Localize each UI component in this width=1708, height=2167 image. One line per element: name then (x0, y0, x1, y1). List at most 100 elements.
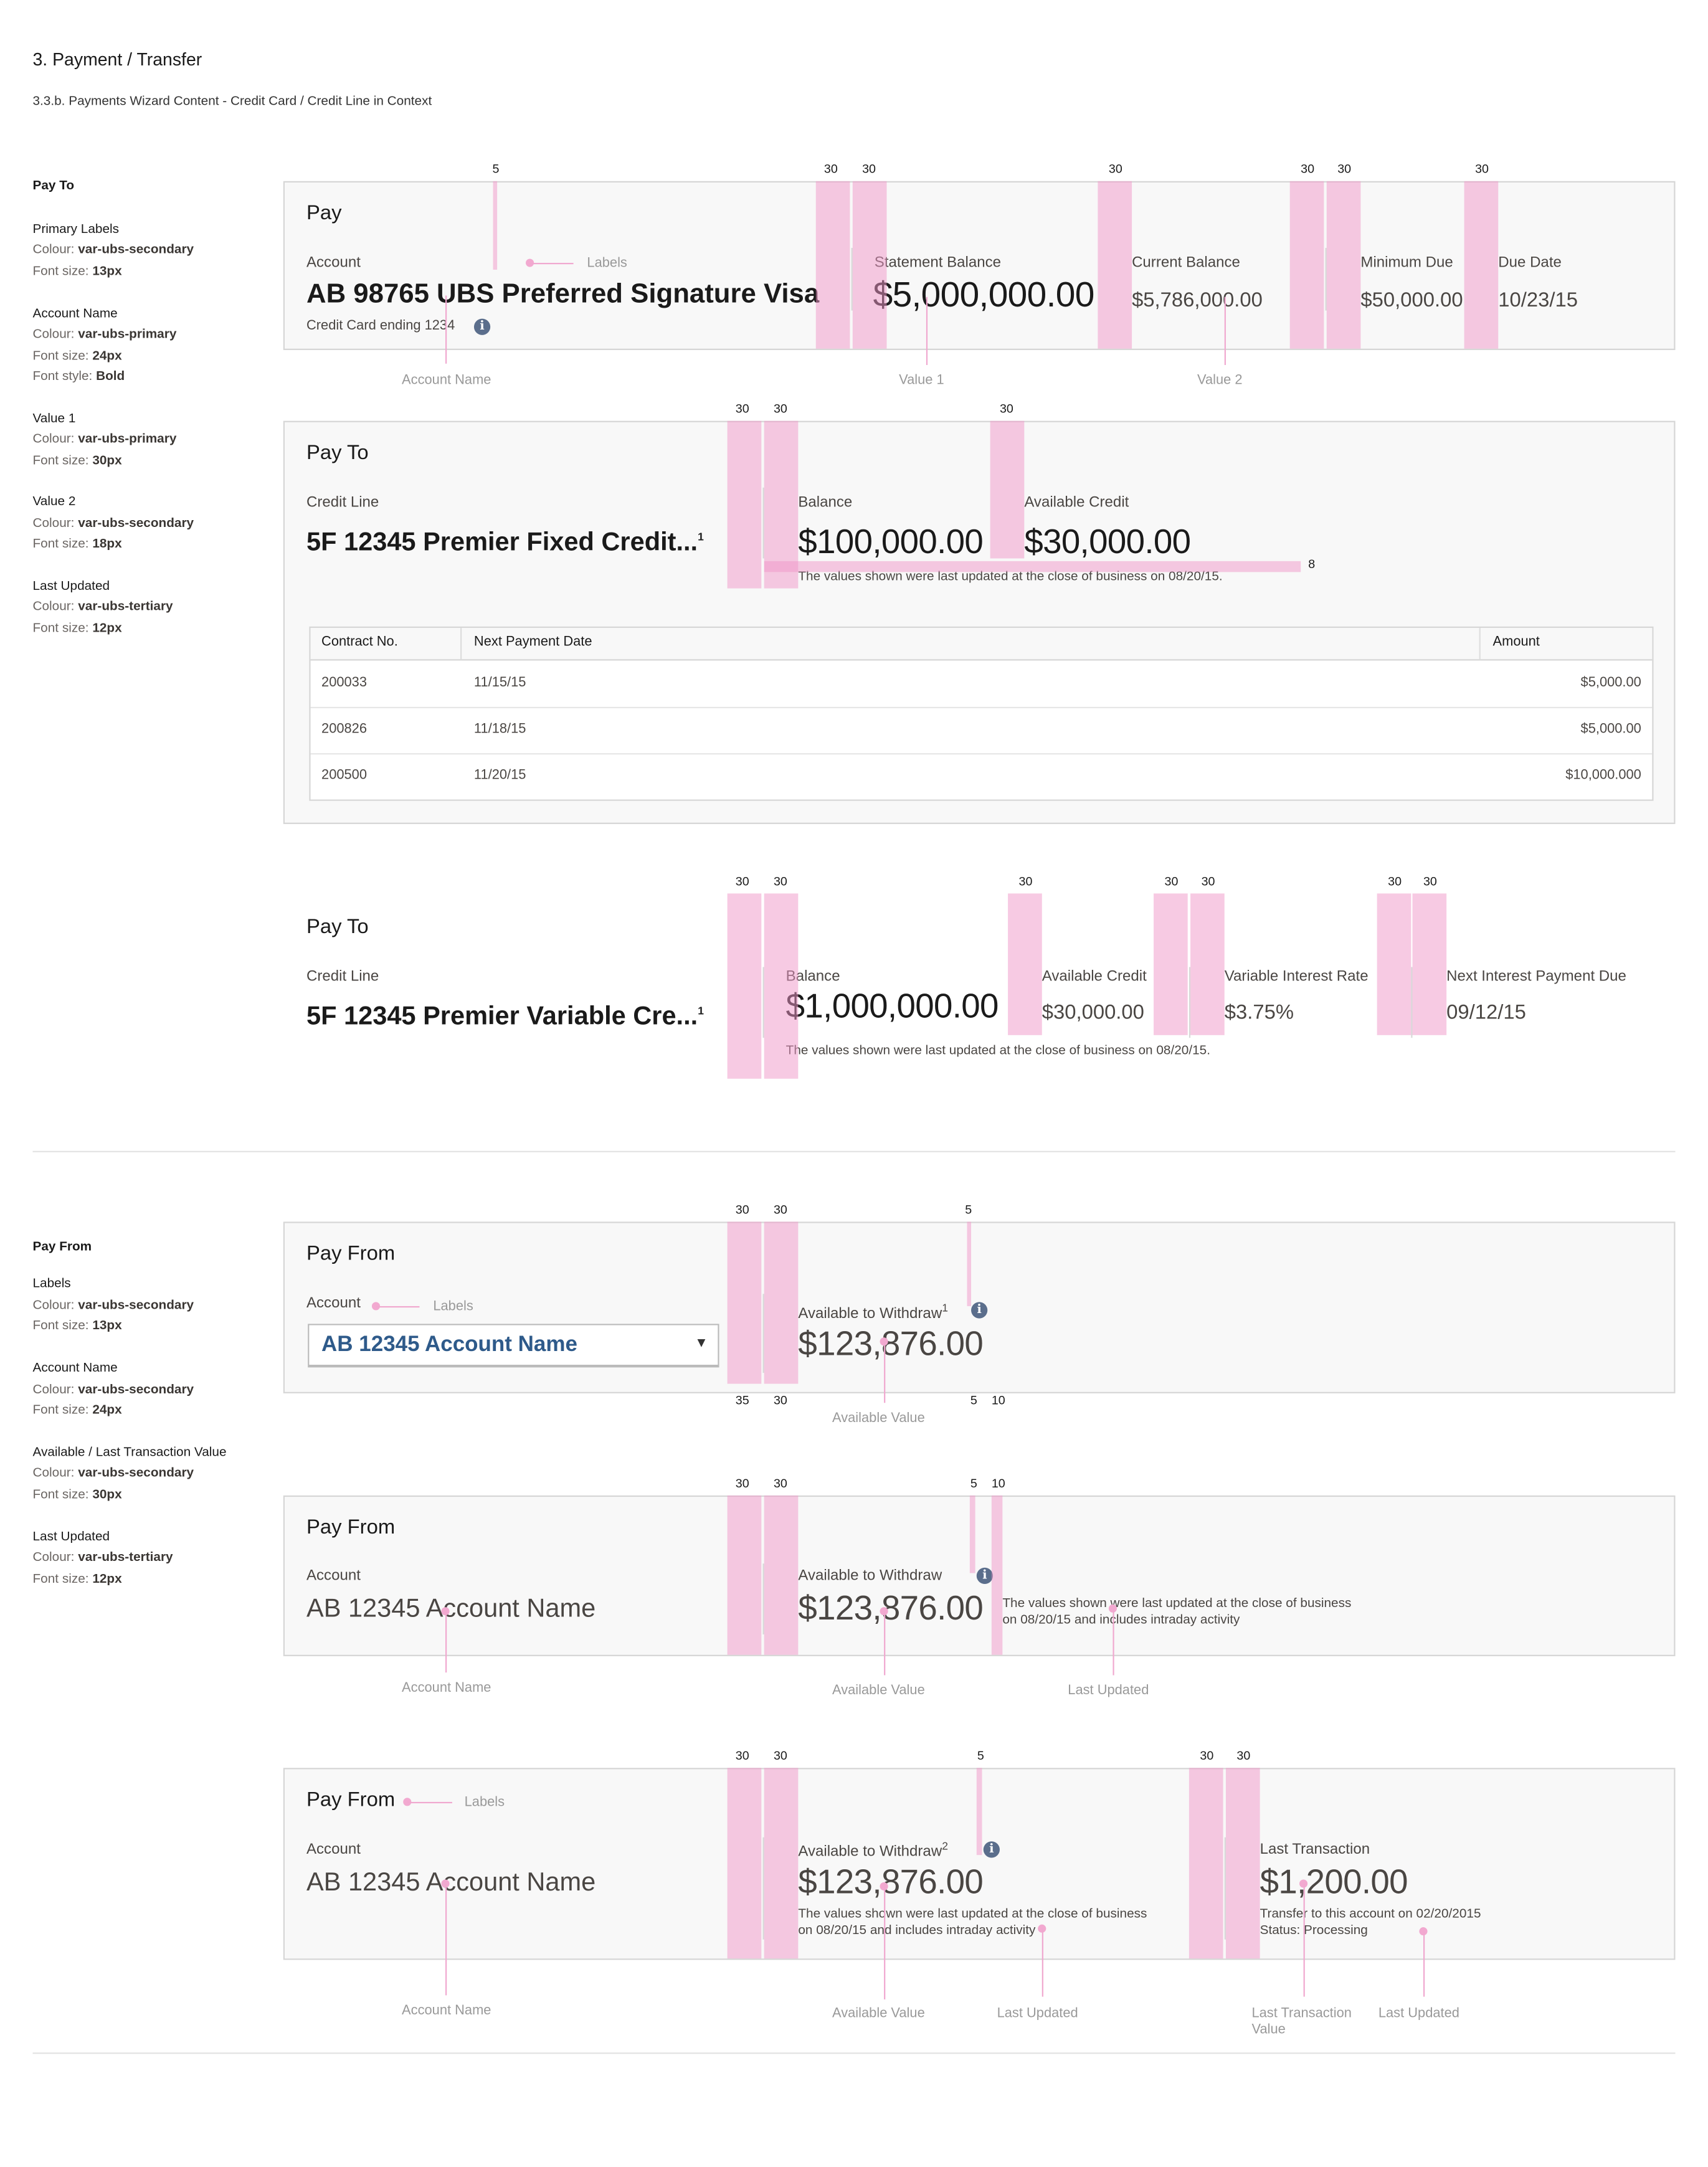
spacing-value: 30 (999, 402, 1013, 415)
spec-heading-pay-to: Pay To (32, 178, 75, 194)
spacing-guide (1008, 893, 1042, 1035)
section-divider (32, 1150, 1676, 1152)
account-label: Account (306, 1295, 361, 1312)
info-icon[interactable]: i (983, 1841, 1000, 1858)
column-header[interactable]: Next Payment Date (473, 634, 592, 650)
spacing-value: 30 (1018, 874, 1033, 888)
field-label: Balance (798, 494, 853, 511)
annotation-line (445, 1884, 447, 1996)
spacing-guide (1098, 181, 1132, 349)
info-icon[interactable]: i (971, 1302, 988, 1319)
annotation-line (1224, 296, 1226, 366)
field-label: Current Balance (1132, 254, 1240, 272)
available-label: Available to Withdraw (798, 1567, 942, 1585)
spec-group-name: Value 1 (32, 411, 76, 427)
spacing-value: 30 (1108, 162, 1122, 176)
annotation-line (884, 1886, 886, 1999)
annotation-last-transaction-value: Last Transaction Value (1251, 2006, 1352, 2038)
field-label: Variable Interest Rate (1224, 968, 1369, 985)
spacing-value: 10 (991, 1476, 1005, 1491)
field-value: $3.75% (1224, 1001, 1294, 1025)
column-header[interactable]: Amount (1492, 634, 1540, 650)
field-label: Statement Balance (874, 254, 1002, 272)
annotation-line (884, 1341, 886, 1403)
spec-group-name: Account Name (32, 1360, 118, 1376)
spacing-guide (727, 1221, 762, 1384)
spec-colour: Colour: var-ubs-tertiary (32, 1550, 173, 1565)
spec-style: Font style: Bold (32, 369, 125, 384)
annotation-labels: Labels (587, 256, 627, 272)
annotation-account-name: Account Name (402, 373, 491, 389)
spec-heading-pay-from: Pay From (32, 1239, 92, 1254)
annotation-line (1303, 1884, 1305, 1997)
spacing-guide (727, 420, 762, 589)
annotation-value-1: Value 1 (899, 373, 944, 389)
spacing-value: 8 (1308, 557, 1316, 571)
spacing-guide (1412, 893, 1447, 1035)
spacing-value: 30 (773, 1393, 787, 1407)
spacing-guide (1326, 181, 1361, 349)
annotation-line (1113, 1608, 1114, 1676)
divider (1411, 967, 1413, 1038)
chevron-down-icon[interactable]: ▼ (695, 1336, 708, 1352)
pay-credit-card-panel (283, 181, 1676, 350)
cell-next-payment-date: 11/20/15 (473, 768, 526, 784)
column-header[interactable]: Contract No. (321, 634, 398, 650)
annotation-line (1423, 1931, 1425, 1997)
account-select[interactable]: AB 12345 Account Name ▼ (308, 1324, 719, 1368)
spacing-guide (493, 181, 498, 270)
payments-table: Contract No. Next Payment Date Amount 20… (309, 626, 1654, 801)
cell-amount: $5,000.00 (1580, 721, 1641, 737)
account-label: Credit Line (306, 494, 379, 511)
account-name: AB 12345 Account Name (306, 1595, 596, 1624)
field-value: 09/12/15 (1446, 1001, 1526, 1025)
spacing-value: 30 (1301, 162, 1315, 176)
spacing-value: 30 (1337, 162, 1352, 176)
table-header: Contract No. Next Payment Date Amount (310, 628, 1653, 661)
account-label: Credit Line (306, 968, 379, 985)
annotation-dot (441, 1879, 450, 1888)
annotation-line (884, 1611, 886, 1676)
spacing-guide (727, 1768, 762, 1959)
spacing-guide (764, 1495, 799, 1655)
spec-group-name: Value 2 (32, 494, 76, 510)
spacing-value: 30 (823, 162, 838, 176)
spec-colour: Colour: var-ubs-secondary (32, 1297, 194, 1313)
annotation-line (445, 1611, 447, 1673)
spec-size: Font size: 12px (32, 621, 122, 637)
spec-group-name: Primary Labels (32, 222, 120, 237)
spacing-value: 30 (1201, 874, 1215, 888)
spacing-guide (727, 1495, 762, 1655)
annotation-labels: Labels (464, 1795, 505, 1810)
spec-size: Font size: 24px (32, 348, 122, 364)
spacing-guide (1190, 893, 1225, 1035)
info-icon[interactable]: i (473, 318, 491, 335)
spacing-guide (815, 181, 850, 349)
spacing-value: 30 (862, 162, 876, 176)
spec-colour: Colour: var-ubs-secondary (32, 1465, 194, 1481)
spacing-value: 30 (773, 402, 787, 415)
annotation-account-name: Account Name (402, 2003, 491, 2019)
spacing-guide (852, 181, 887, 349)
spacing-value: 30 (735, 402, 749, 415)
spacing-value: 30 (773, 1476, 787, 1491)
field-value: $50,000.00 (1360, 288, 1463, 312)
divider (762, 967, 764, 1038)
spec-group-name: Account Name (32, 306, 118, 322)
field-label: Available Credit (1041, 968, 1147, 985)
table-row: 200826 11/18/15 $5,000.00 (310, 707, 1653, 755)
spec-group-name: Labels (32, 1276, 71, 1291)
info-icon[interactable]: i (976, 1567, 994, 1585)
account-label: Account (306, 1567, 361, 1585)
account-name: AB 12345 Account Name (306, 1869, 596, 1897)
field-label: Next Interest Payment Due (1446, 968, 1626, 985)
spec-size: Font size: 13px (32, 1318, 122, 1334)
available-label: Available to Withdraw2 (798, 1840, 948, 1861)
spacing-guide (1289, 181, 1324, 349)
divider (851, 247, 853, 311)
panel-title: Pay To (306, 915, 369, 939)
annotation-available-value: Available Value (832, 1683, 925, 1699)
panel-title: Pay To (306, 441, 369, 465)
table-row: 200500 11/20/15 $10,000.000 (311, 753, 1653, 799)
annotation-last-updated: Last Updated (997, 2006, 1078, 2021)
